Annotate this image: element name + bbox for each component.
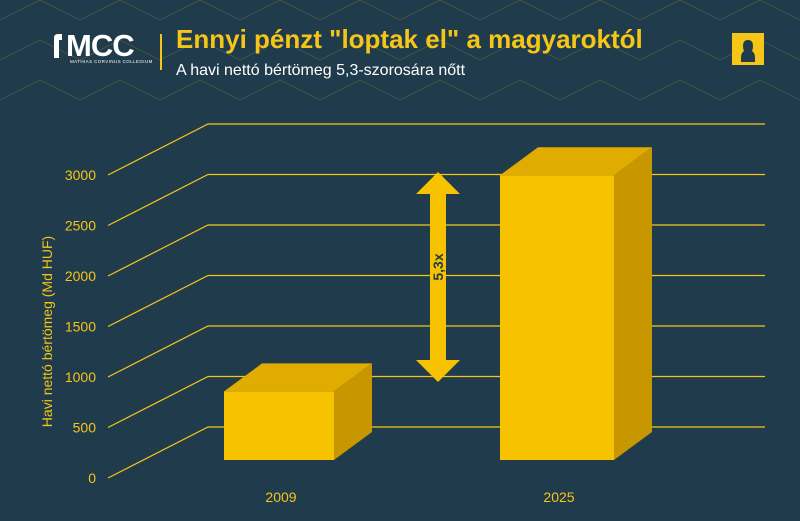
bar [500,175,614,460]
bar-top [500,147,652,176]
y-tick-label: 0 [88,470,96,486]
double-arrow-icon [416,172,460,382]
bar [224,391,334,460]
y-tick-label: 3000 [65,167,96,183]
x-tick-label: 2025 [543,489,574,505]
x-tick-label: 2009 [265,489,296,505]
y-tick-label: 1000 [65,369,96,385]
y-axis-label: Havi nettó bértömeg (Md HUF) [39,236,55,427]
logo-text: MCC [66,28,135,63]
bar-side [614,147,652,460]
y-tick-label: 2000 [65,268,96,284]
gridline [107,375,765,429]
y-tick-label: 1500 [65,319,96,335]
logo-mark-icon [54,34,62,58]
gridline [107,123,765,176]
gridline [107,426,765,479]
logo-subtext: MATHIAS CORVINUS COLLEGIUM [70,59,153,64]
y-tick-label: 500 [73,420,97,436]
header-divider [160,34,162,70]
portrait-silhouette-icon [732,33,764,65]
background-pattern [0,0,800,100]
bar-side [334,363,372,460]
bar-top [224,363,372,392]
page-subtitle: A havi nettó bértömeg 5,3-szorosára nőtt [176,62,466,79]
page-title: Ennyi pénzt "loptak el" a magyaroktól [176,24,643,54]
ratio-annotation: 5,3x [430,253,446,280]
y-tick-label: 2500 [65,218,96,234]
